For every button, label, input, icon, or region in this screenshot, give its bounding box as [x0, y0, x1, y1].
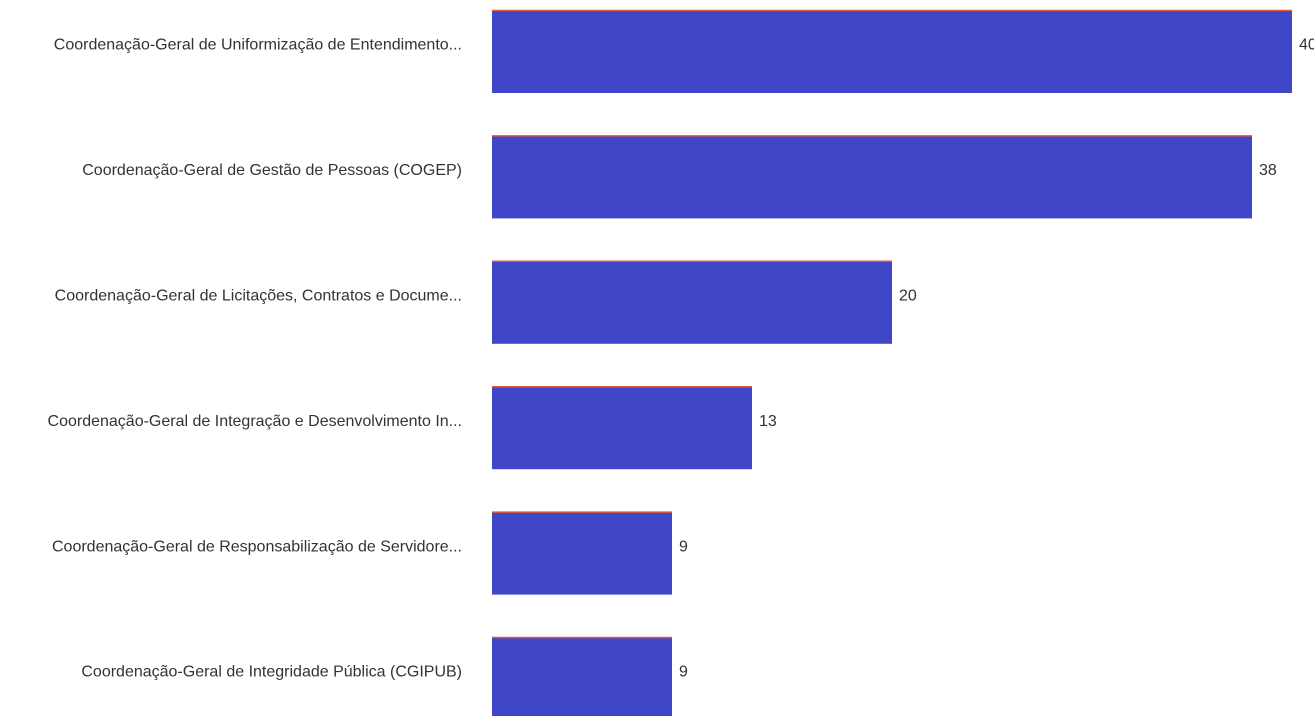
category-label: Coordenação-Geral de Integração e Desenv…: [48, 413, 462, 430]
category-label: Coordenação-Geral de Uniformização de En…: [54, 37, 462, 54]
bar: [492, 386, 752, 470]
bar: [492, 637, 672, 716]
category-label: Coordenação-Geral de Licitações, Contrat…: [55, 288, 462, 305]
bar: [492, 135, 1252, 219]
value-label: 9: [679, 664, 688, 681]
bar: [492, 10, 1292, 93]
category-label: Coordenação-Geral de Gestão de Pessoas (…: [82, 162, 462, 179]
value-label: 38: [1259, 162, 1277, 179]
value-label: 13: [759, 413, 777, 430]
bar: [492, 511, 672, 595]
value-label: 40: [1299, 37, 1314, 54]
value-label: 9: [679, 538, 688, 555]
category-label: Coordenação-Geral de Integridade Pública…: [81, 664, 462, 681]
bar: [492, 260, 892, 344]
category-label: Coordenação-Geral de Responsabilização d…: [52, 538, 462, 555]
value-label: 20: [899, 288, 917, 305]
